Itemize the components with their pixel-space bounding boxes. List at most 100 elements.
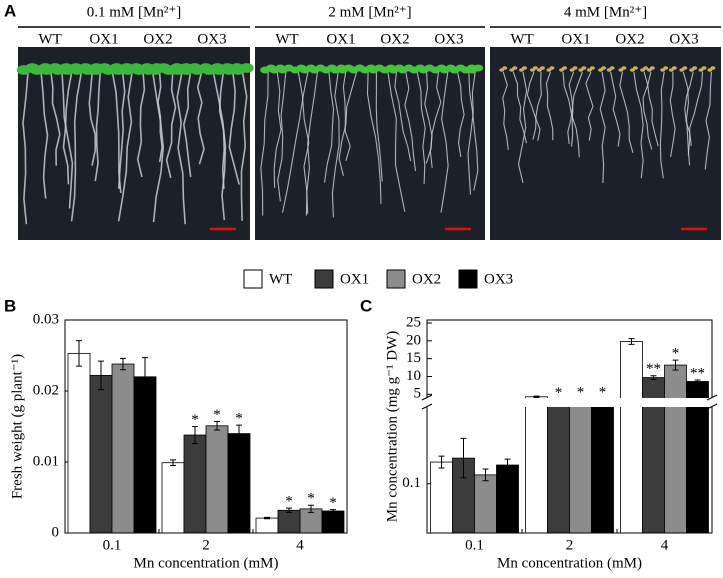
panel-label: B — [4, 296, 16, 315]
x-tick-label: 4 — [296, 537, 304, 553]
root — [70, 71, 83, 222]
significance-marker: * — [599, 385, 607, 401]
x-tick-label: 2 — [566, 537, 574, 553]
root — [331, 71, 340, 218]
error-bar — [170, 459, 176, 467]
bar — [569, 399, 592, 534]
root — [118, 71, 126, 189]
root — [40, 71, 49, 199]
root — [94, 71, 102, 182]
leaf — [532, 66, 538, 70]
legend-label: OX2 — [412, 271, 441, 287]
significance-marker: * — [307, 491, 315, 507]
error-bar — [76, 340, 82, 367]
significance-marker: * — [191, 412, 199, 428]
root — [440, 71, 449, 213]
leaf — [671, 66, 677, 70]
leaf — [682, 66, 688, 70]
root — [532, 71, 542, 140]
leaf — [522, 66, 528, 70]
photo — [490, 47, 721, 240]
leaf — [549, 66, 555, 70]
leaf — [621, 66, 627, 70]
legend-label: OX3 — [484, 271, 513, 287]
bar — [620, 341, 643, 534]
x-axis-label: Mn concentration (mM) — [134, 555, 279, 571]
legend-swatch — [314, 269, 334, 289]
significance-marker: * — [285, 494, 293, 510]
bar — [664, 364, 687, 534]
legend-label: WT — [269, 271, 292, 287]
leaf — [692, 66, 698, 70]
significance-marker: * — [329, 495, 337, 511]
leaf — [572, 66, 578, 70]
root — [151, 71, 165, 223]
lane-label: OX1 — [326, 31, 355, 47]
root — [260, 71, 269, 216]
legend-swatch — [243, 269, 263, 289]
significance-marker: ** — [690, 365, 705, 381]
leaf — [663, 66, 669, 70]
error-bar — [142, 357, 148, 397]
lane-label: OX1 — [561, 31, 590, 47]
leaf — [239, 63, 254, 73]
root — [117, 71, 133, 222]
photos — [16, 47, 721, 240]
root — [281, 71, 309, 213]
y-tick-label: 0.03 — [33, 311, 59, 327]
root — [240, 71, 248, 221]
lane-label: WT — [510, 31, 533, 47]
significance-marker: * — [577, 385, 585, 401]
y-tick-label: 0.01 — [33, 453, 59, 469]
bar — [111, 363, 135, 534]
root — [468, 71, 479, 191]
x-tick-label: 0.1 — [465, 537, 484, 553]
lane-label: OX1 — [89, 31, 118, 47]
error-bar — [236, 424, 242, 443]
significance-marker: ** — [646, 361, 661, 377]
root — [567, 71, 583, 145]
leaf — [609, 66, 615, 70]
leaf — [701, 66, 707, 70]
y-tick-label: 0.1 — [402, 475, 421, 491]
y-tick-label: 5 — [414, 386, 422, 402]
error-bar — [214, 421, 220, 431]
error-bar — [533, 395, 540, 399]
bar — [430, 461, 453, 534]
error-bar — [650, 375, 657, 380]
leaf — [512, 66, 518, 70]
bar — [474, 474, 497, 534]
root — [467, 71, 476, 195]
leaf — [562, 66, 568, 70]
leaf — [632, 66, 638, 70]
root — [517, 71, 528, 184]
error-bar — [672, 359, 679, 371]
leaf — [581, 66, 587, 70]
y-axis-label: Mn concentration (mg g⁻¹ DW) — [384, 331, 400, 523]
root — [610, 71, 621, 147]
error-bar — [120, 357, 126, 371]
root — [273, 71, 282, 188]
root — [182, 71, 192, 178]
bar — [277, 509, 301, 534]
root — [568, 71, 575, 147]
root — [394, 71, 412, 162]
bar — [591, 399, 614, 534]
photo — [255, 47, 485, 240]
significance-marker: * — [213, 407, 221, 423]
root — [545, 71, 554, 141]
root — [228, 71, 240, 185]
y-axis-label: Fresh weight (g plant⁻¹) — [9, 354, 25, 499]
root — [88, 71, 97, 166]
x-tick-label: 4 — [661, 537, 669, 553]
leaf — [589, 66, 595, 70]
panel-label: A — [4, 1, 16, 20]
root — [669, 71, 676, 158]
root — [375, 71, 383, 182]
root — [62, 71, 73, 185]
root — [659, 71, 665, 179]
root — [165, 71, 177, 179]
root — [687, 71, 704, 156]
root — [599, 71, 606, 184]
